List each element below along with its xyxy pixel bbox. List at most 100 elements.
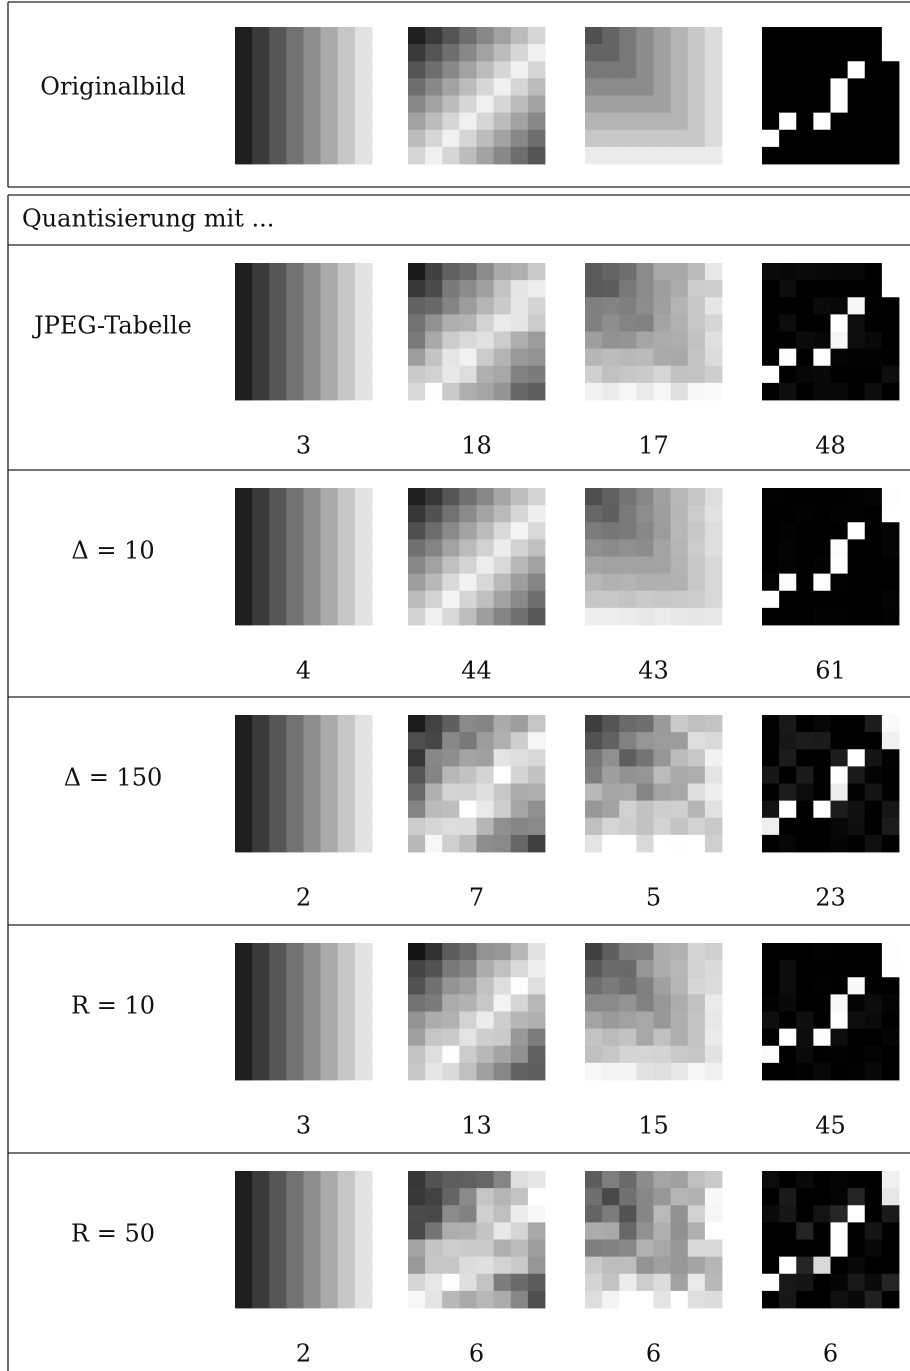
pixel xyxy=(459,977,477,995)
pixel xyxy=(304,1291,322,1309)
pixel xyxy=(585,1240,603,1258)
pixel xyxy=(636,27,654,45)
pixel xyxy=(477,960,495,978)
pixel xyxy=(235,147,253,165)
pixel xyxy=(355,749,373,767)
pixel xyxy=(654,977,672,995)
pixel xyxy=(636,1291,654,1309)
pixel xyxy=(235,557,253,575)
pixel xyxy=(585,113,603,131)
pixel xyxy=(442,78,460,96)
pixel xyxy=(813,130,831,148)
pixel xyxy=(286,732,304,750)
pixel xyxy=(321,591,339,609)
pixel xyxy=(671,78,689,96)
pixel xyxy=(408,130,426,148)
pixel xyxy=(321,61,339,79)
pixel xyxy=(338,977,356,995)
pixel xyxy=(602,113,620,131)
pixel xyxy=(882,1012,900,1030)
pixel xyxy=(304,488,322,506)
pixel xyxy=(688,522,706,540)
pixel xyxy=(654,78,672,96)
pixel xyxy=(442,539,460,557)
pixel xyxy=(459,557,477,575)
pixel xyxy=(304,366,322,384)
cell-value: 6 xyxy=(823,1340,838,1368)
pixel xyxy=(882,574,900,592)
pixel xyxy=(705,1222,723,1240)
cell-value: 44 xyxy=(461,657,492,685)
pixel xyxy=(442,801,460,819)
pixel xyxy=(355,574,373,592)
pixel xyxy=(459,349,477,367)
row-label: R = 10 xyxy=(71,992,155,1020)
pixel xyxy=(235,383,253,401)
pixel xyxy=(585,280,603,298)
pixel xyxy=(321,1171,339,1189)
pixel xyxy=(762,1274,780,1292)
pixel xyxy=(671,943,689,961)
row-label: R = 50 xyxy=(71,1220,155,1248)
pixel xyxy=(304,1029,322,1047)
pixel xyxy=(619,1046,637,1064)
pixel xyxy=(602,61,620,79)
pixel xyxy=(477,488,495,506)
cell-value: 3 xyxy=(296,1112,311,1140)
pixel xyxy=(762,557,780,575)
pixel xyxy=(494,1046,512,1064)
pixel xyxy=(796,557,814,575)
pixel xyxy=(321,1240,339,1258)
pixel xyxy=(671,366,689,384)
pixel xyxy=(654,1188,672,1206)
pixel xyxy=(813,591,831,609)
pixel xyxy=(602,608,620,626)
pixel xyxy=(338,1029,356,1047)
pixel xyxy=(425,314,443,332)
pixel xyxy=(619,78,637,96)
pixel xyxy=(636,749,654,767)
pixel xyxy=(494,591,512,609)
pixel xyxy=(252,1188,270,1206)
pixel xyxy=(338,78,356,96)
pixel xyxy=(848,1240,866,1258)
pixel xyxy=(882,557,900,575)
pixel xyxy=(688,1046,706,1064)
pixel xyxy=(252,505,270,523)
pixel xyxy=(654,61,672,79)
pixel xyxy=(671,297,689,315)
pixel xyxy=(459,1205,477,1223)
pixel xyxy=(338,574,356,592)
pixel xyxy=(619,96,637,114)
pixel xyxy=(338,818,356,836)
pixel xyxy=(511,1063,529,1081)
pixel xyxy=(528,1029,546,1047)
pixel xyxy=(602,591,620,609)
pixel xyxy=(779,130,797,148)
pixel xyxy=(619,1063,637,1081)
cell-value: 2 xyxy=(296,884,311,912)
pixel xyxy=(235,1205,253,1223)
pixel xyxy=(511,349,529,367)
pixel xyxy=(813,61,831,79)
pixel xyxy=(252,835,270,853)
pixel xyxy=(286,1222,304,1240)
pixel xyxy=(602,44,620,62)
pixel xyxy=(528,297,546,315)
pixel xyxy=(321,1274,339,1292)
pixel xyxy=(882,732,900,750)
pixel xyxy=(321,732,339,750)
pixel xyxy=(831,1029,849,1047)
pixel xyxy=(619,522,637,540)
pixel xyxy=(235,522,253,540)
pixel xyxy=(338,44,356,62)
image xyxy=(585,715,722,852)
pixel xyxy=(459,994,477,1012)
pixel xyxy=(813,574,831,592)
pixel xyxy=(671,314,689,332)
pixel xyxy=(321,801,339,819)
pixel xyxy=(705,366,723,384)
pixel xyxy=(882,366,900,384)
pixel xyxy=(494,366,512,384)
pixel xyxy=(619,1257,637,1275)
